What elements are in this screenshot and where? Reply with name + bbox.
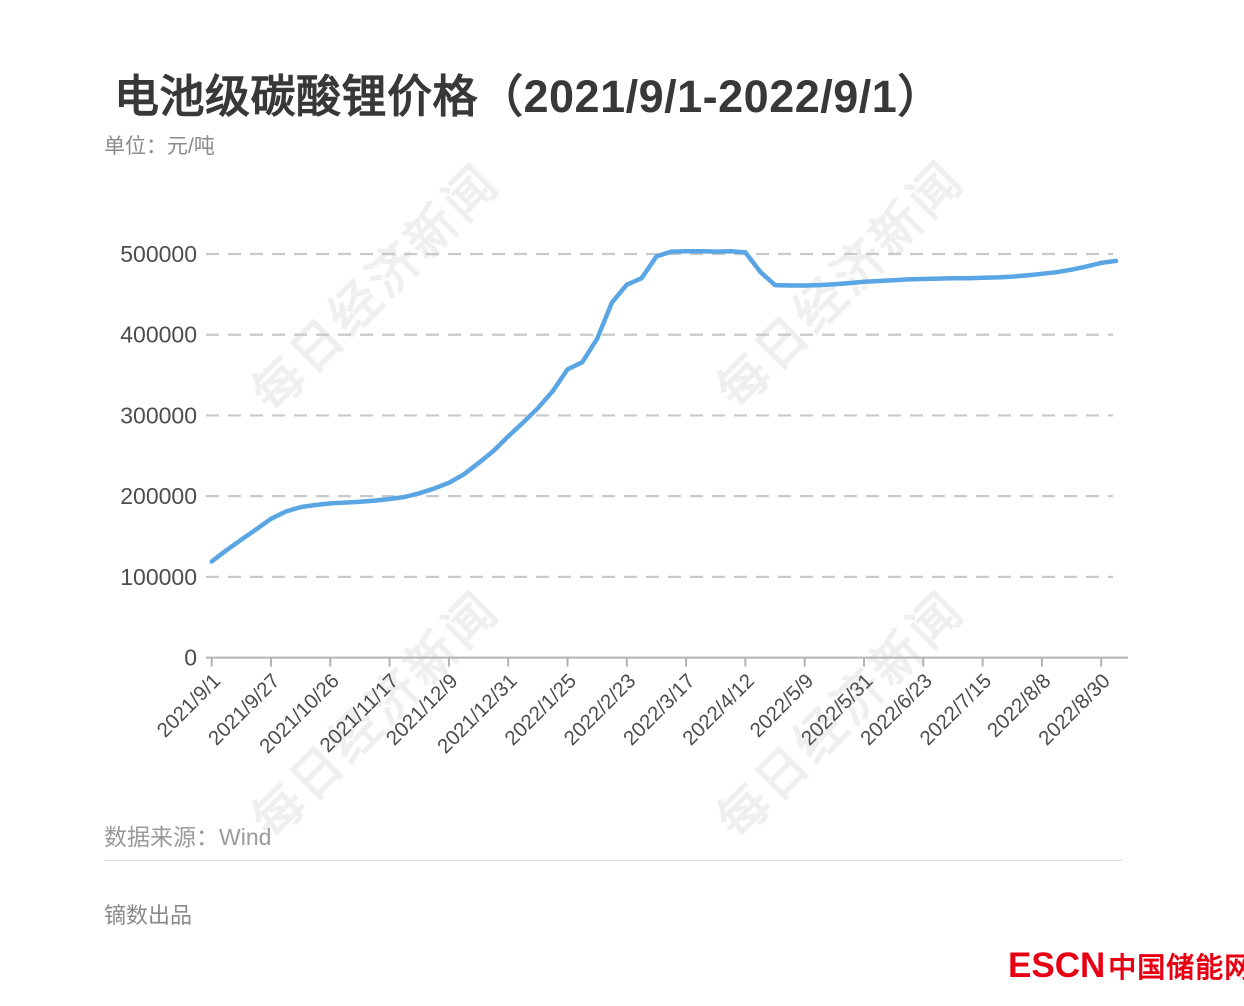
price-line [209, 248, 1119, 564]
footer-divider [104, 860, 1122, 861]
escn-logo-text: ESCN [1008, 946, 1106, 985]
y-axis-tick-label: 300000 [120, 402, 197, 428]
y-axis-tick-label: 100000 [120, 564, 197, 590]
y-axis-tick-label: 400000 [120, 322, 197, 348]
y-axis-tick-label: 500000 [120, 241, 197, 267]
y-axis-tick-label: 200000 [120, 483, 197, 509]
page-title: 电池级碳酸锂价格（2021/9/1-2022/9/1） [114, 71, 943, 122]
escn-logo: ESCN 中国储能网 [1008, 946, 1244, 986]
y-axis-tick-label: 0 [184, 645, 197, 671]
escn-logo-chinese-text: 中国储能网 [1108, 952, 1244, 983]
unit-label: 单位：元/吨 [104, 135, 215, 158]
data-source-label: 数据来源：Wind [104, 824, 272, 850]
producer-label: 镝数出品 [104, 903, 193, 928]
